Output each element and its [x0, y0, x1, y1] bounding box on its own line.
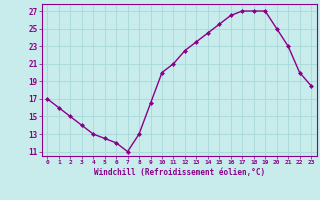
X-axis label: Windchill (Refroidissement éolien,°C): Windchill (Refroidissement éolien,°C) — [94, 168, 265, 177]
